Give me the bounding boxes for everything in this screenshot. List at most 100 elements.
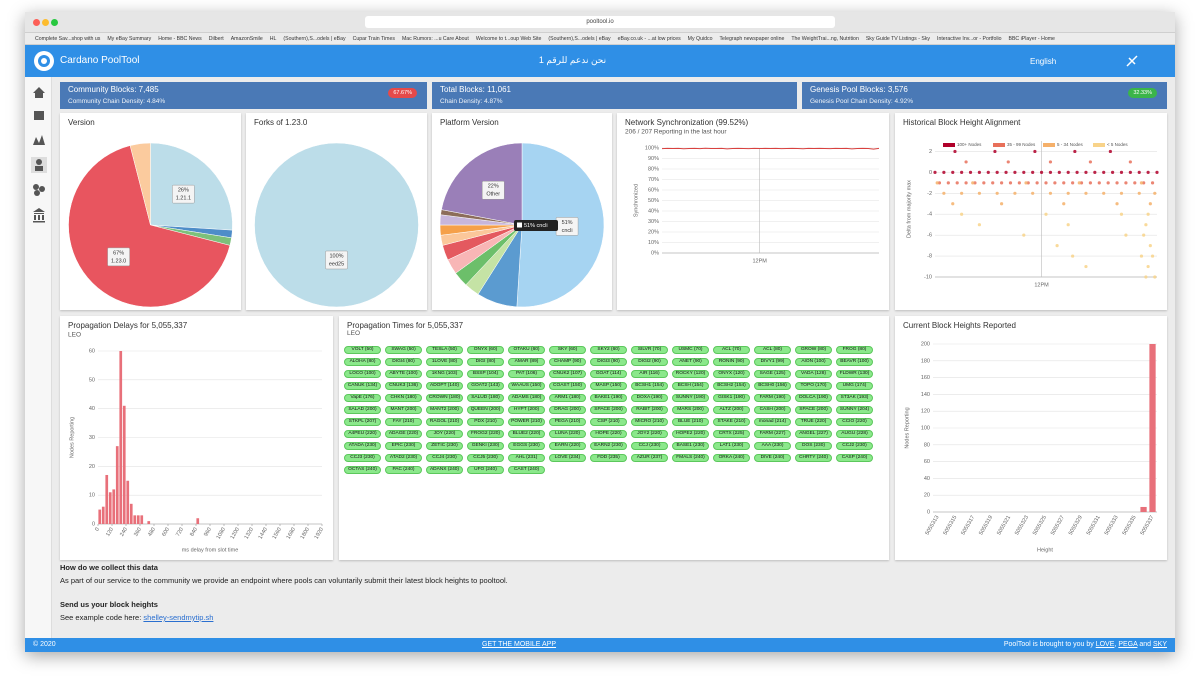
pool-tag: FMALS (240) [672, 454, 709, 462]
label-box [325, 250, 348, 270]
pools-icon[interactable] [33, 184, 39, 190]
close-button[interactable] [33, 19, 40, 26]
pool-tag: DIGI3 (90) [590, 358, 627, 366]
bookmark[interactable]: eBay.co.uk - ...at low prices [617, 36, 681, 42]
pool-tag: SKY (60) [549, 346, 586, 354]
chart-title: Historical Block Height Alignment [903, 118, 1021, 127]
bookmark[interactable]: HL [269, 36, 277, 42]
chart: Historical Block Height Alignment 2 0 -2 -4 -… [903, 118, 1159, 288]
language-select[interactable]: English [1030, 57, 1057, 66]
point [1026, 181, 1030, 185]
panel: Current Block Heights Reported 0 20 40 60 80 1… [895, 316, 1167, 560]
slice-percent: 22% [488, 184, 499, 190]
point [982, 181, 986, 185]
pool-tag: COAST (150) [549, 382, 586, 390]
example-link[interactable]: shelley-sendmytip.sh [143, 613, 214, 622]
pie-slice [254, 142, 419, 308]
credit-link[interactable]: LOVE [1095, 641, 1115, 648]
point [1008, 181, 1013, 185]
bookmark[interactable]: Cupar Train Times [352, 36, 395, 42]
pool-tag: AZUR (237) [631, 454, 668, 462]
tooltip: 51% cncli [524, 223, 548, 229]
bookmark[interactable]: Telegraph newspaper online [719, 36, 785, 42]
bookmark[interactable]: Mac Rumors: ...u Care About [401, 36, 469, 42]
slice-name: cncli [562, 228, 573, 234]
label-box [107, 247, 130, 267]
y-tick-label: 10% [648, 240, 659, 246]
point [1142, 181, 1146, 185]
brand[interactable]: Cardano PoolTool [60, 55, 140, 66]
point [1024, 181, 1028, 185]
mobile-app-link[interactable]: GET THE MOBILE APP [482, 641, 557, 648]
chart-icon[interactable] [33, 135, 45, 145]
credit-link[interactable]: PEGA [1118, 641, 1138, 648]
point [1073, 149, 1077, 154]
pool-tag: LOCO (100) [344, 370, 381, 378]
bookmark[interactable]: Dilbert [208, 36, 224, 42]
menu-icon[interactable] [1125, 54, 1139, 68]
bookmark[interactable]: BBC iPlayer - Home [1008, 36, 1055, 42]
pool-tag: PEGA (210) [549, 418, 586, 426]
credit: PoolTool is brought to you by LOVE, PEGA… [1004, 638, 1167, 652]
bookmark[interactable]: Welcome to t...oup Web Site [475, 36, 542, 42]
pool-tag: CNUK2 (107) [549, 370, 586, 378]
point [1115, 181, 1119, 185]
pool-tag: QUEEN (200) [467, 406, 504, 414]
pool-tag: CSP (210) [590, 418, 627, 426]
pool-tag: monad (214) [754, 418, 791, 426]
pool-tag: BEAVR (100) [836, 358, 873, 366]
pool-tag: ONYX (120) [713, 370, 750, 378]
point [1137, 170, 1141, 174]
pool-tag: CCIO (220) [836, 418, 873, 426]
bookmark[interactable]: Home - BBC News [158, 36, 202, 42]
bookmark[interactable]: My Quidco [687, 36, 713, 42]
pool-tag: ST3AK (193) [836, 394, 873, 402]
pool-tag: ALOHA (80) [344, 358, 381, 366]
y-tick-label: 120 [921, 409, 930, 415]
y-tick-label: 140 [921, 392, 930, 398]
point [1062, 202, 1066, 206]
bookmark[interactable]: Sky Guide TV Listings - Sky [865, 36, 931, 42]
bar [119, 351, 123, 524]
pool-tag: ORKA (240) [713, 454, 750, 462]
pool-tag: PDX (210) [467, 418, 504, 426]
x-tick-label: 480 [147, 527, 157, 538]
point [1088, 160, 1092, 164]
pool-tag: SILVR (70) [631, 346, 668, 354]
bookmark[interactable]: (Southern),S...odels | eBay [548, 36, 611, 42]
bookmark[interactable]: AmazonSmile [230, 36, 263, 42]
y-tick-label: 0% [651, 250, 659, 256]
bank-icon[interactable] [33, 208, 45, 223]
x-tick-label: 12PM [752, 258, 767, 264]
point [1077, 181, 1081, 185]
pool-tag: GOAT2 (143) [467, 382, 504, 390]
point [960, 170, 964, 174]
pool-tag: MICRO (210) [631, 418, 668, 426]
x-tick-label: 5055315 [942, 515, 958, 537]
pool-tag: MASP (150) [590, 382, 627, 390]
pool-tag: ADANX (240) [426, 466, 463, 474]
box-icon[interactable] [34, 111, 44, 120]
panel: Propagation Times for 5,055,337 LEO VOLT… [339, 316, 889, 560]
pool-tag: TRUE (220) [795, 418, 832, 426]
home-icon[interactable] [33, 87, 45, 98]
y-axis-label: Nodes Reporting [69, 417, 75, 458]
credit-link[interactable]: SKY [1152, 641, 1167, 648]
zoom-button[interactable] [51, 19, 58, 26]
bookmark[interactable]: (Southern),S...odels | eBay [283, 36, 346, 42]
x-tick-label: 960 [203, 527, 213, 538]
panel: Historical Block Height Alignment 2 0 -2 -4 -… [895, 113, 1167, 310]
minimize-button[interactable] [42, 19, 49, 26]
bookmark[interactable]: The WeightTrai...ng, Nutrition [791, 36, 859, 42]
address-bar[interactable]: pooltool.io [365, 16, 835, 28]
bookmark[interactable]: Interactive Inv...or - Portfolio [937, 36, 1002, 42]
point [1022, 233, 1026, 237]
point [1146, 170, 1150, 174]
bookmark[interactable]: My eBay Summary [107, 36, 152, 42]
point [1079, 181, 1084, 185]
point [942, 170, 946, 174]
bookmark[interactable]: Complete Sav...shop with us [35, 36, 101, 42]
logo[interactable] [33, 50, 55, 72]
point [1039, 170, 1044, 174]
point [1139, 181, 1144, 185]
